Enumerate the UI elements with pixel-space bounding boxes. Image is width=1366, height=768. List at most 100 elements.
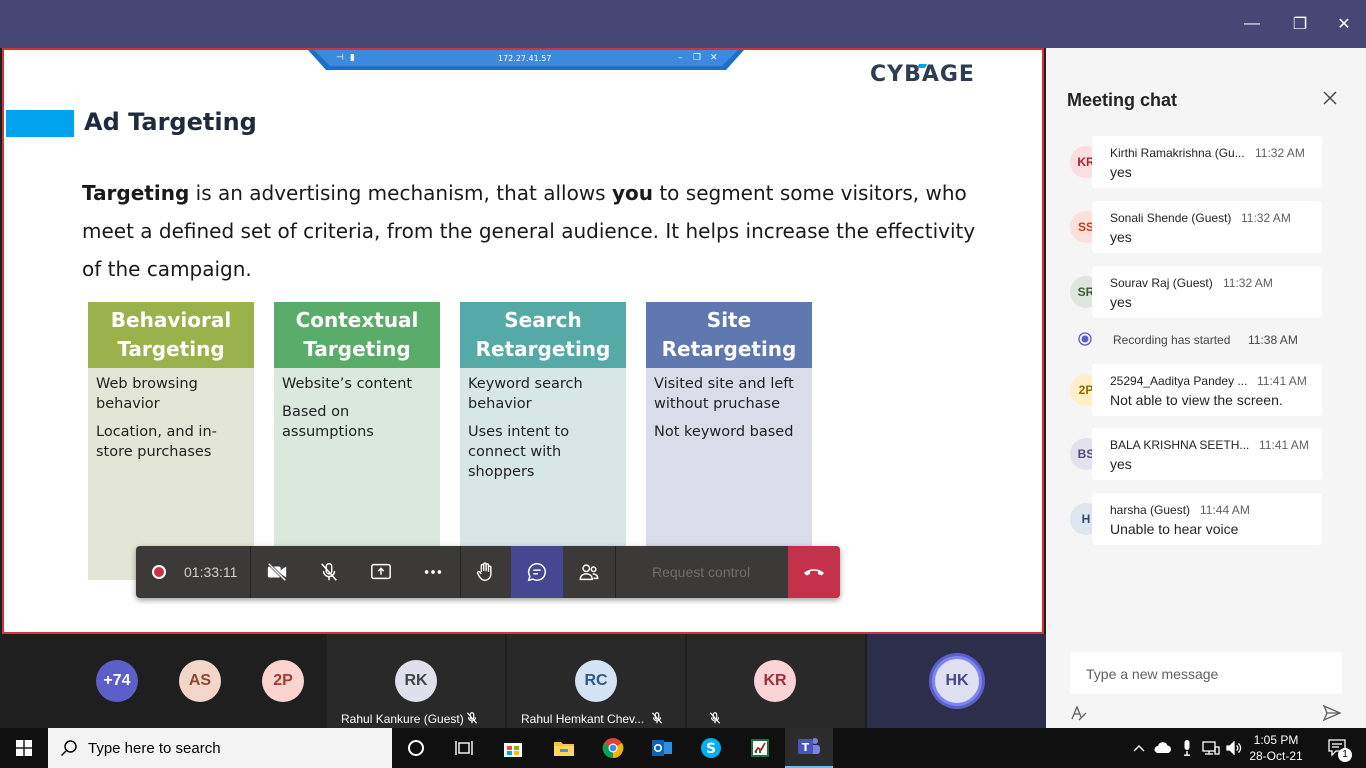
chat-message[interactable]: BALA KRISHNA SEETH... 11:41 AM yes [1092,428,1322,480]
clock-date: 28-Oct-21 [1249,749,1303,763]
self-tile[interactable]: HK [867,634,1046,728]
taskbar-clock[interactable]: 1:05 PM 28-Oct-21 [1244,732,1308,764]
onedrive-tray[interactable] [1152,728,1174,768]
participant-tile[interactable]: RC Rahul Hemkant Chev... [507,634,685,728]
task-view-button[interactable] [440,728,488,768]
shared-screen: ⊣ ▮ 172.27.41.57 – ❐ ✕ CYBAGE Ad Targeti… [2,48,1044,634]
participant-strip: +74 AS 2P RK Rahul Kankure (Guest) RC Ra… [0,634,1046,728]
message-text: yes [1110,164,1132,180]
card-body: Keyword search behavior Uses intent to c… [460,368,626,580]
card-point: Keyword search behavior [468,376,583,412]
remote-close-icon[interactable]: ✕ [710,53,718,63]
notification-icon [1328,739,1346,757]
close-window-button[interactable]: ✕ [1322,0,1366,48]
mic-off-icon [709,712,721,724]
message-time: 11:32 AM [1223,276,1273,290]
volume-icon [1226,741,1242,755]
chat-icon [527,563,546,582]
store-icon [504,743,522,757]
message-sender: BALA KRISHNA SEETH... [1110,438,1250,452]
chat-message[interactable]: Kirthi Ramakrishna (Gu... 11:32 AM yes [1092,136,1322,188]
chrome-icon [602,738,624,759]
search-input[interactable] [88,728,388,768]
microphone-tray[interactable] [1178,728,1196,768]
card-contextual: Contextual Targeting Website’s content B… [274,302,440,580]
avatar[interactable]: AS [179,660,221,702]
card-search: Search Retargeting Keyword search behavi… [460,302,626,580]
card-point: Visited site and left without pruchase [654,376,794,412]
avatar-initials: RC [584,672,608,689]
close-icon: ✕ [1337,16,1351,33]
avatar-initials: KR [763,672,787,689]
close-chat-icon[interactable] [1320,88,1340,108]
system-event-time: 11:38 AM [1248,333,1298,347]
volume-tray[interactable] [1224,728,1244,768]
teams-app[interactable]: T [785,728,833,768]
message-time: 11:41 AM [1259,438,1309,452]
card-point: Not keyword based [654,424,794,440]
mic-toggle-button[interactable] [303,546,355,598]
slide-body: Targeting is an advertising mechanism, t… [82,174,992,288]
outlook-app[interactable] [638,728,686,768]
skype-app[interactable]: S [687,728,735,768]
camera-toggle-button[interactable] [251,546,303,598]
raise-hand-icon [476,562,492,581]
recording-icon [152,565,166,579]
card-title: Search Retargeting [460,302,626,368]
taskbar-search[interactable] [48,728,392,768]
send-icon[interactable] [1322,704,1342,722]
hang-up-button[interactable] [788,546,840,598]
request-control-button[interactable]: Request control [652,564,751,580]
avatar[interactable]: 2P [262,660,304,702]
card-title: Site Retargeting [646,302,812,368]
participant-tile[interactable]: RK Rahul Kankure (Guest) [327,634,505,728]
remote-restore-icon[interactable]: ❐ [693,53,702,63]
pin-icon[interactable]: ⊣ [336,53,344,63]
maximize-button[interactable]: ❐ [1278,0,1322,48]
file-explorer-app[interactable] [540,728,588,768]
message-time: 11:32 AM [1255,146,1305,160]
excel-icon [751,739,769,757]
participants-button[interactable] [563,546,615,598]
remote-session-bar[interactable]: ⊣ ▮ 172.27.41.57 – ❐ ✕ [308,50,744,70]
chat-message[interactable]: Sourav Raj (Guest) 11:32 AM yes [1092,266,1322,318]
recording-icon [1078,332,1092,346]
windows-taskbar: S T 1:05 PM 28-Oct-21 1 [0,728,1366,768]
show-hidden-icons[interactable] [1130,728,1148,768]
message-text: yes [1110,294,1132,310]
mic-off-icon [651,712,663,724]
avatar-initials: 2P [273,672,293,689]
windows-logo-icon [16,740,32,756]
raise-hand-button[interactable] [459,546,511,598]
store-app[interactable] [489,728,537,768]
chrome-app[interactable] [589,728,637,768]
remote-minimize-icon[interactable]: – [678,53,683,63]
chat-button[interactable] [511,546,563,598]
card-point: Based on assumptions [282,404,374,440]
minimize-button[interactable]: — [1230,0,1274,48]
divider [615,546,616,598]
avatar: HK [932,656,982,706]
svg-text:T: T [802,741,810,754]
format-icon[interactable] [1070,704,1088,722]
more-actions-button[interactable] [407,546,459,598]
card-behavioral: Behavioral Targeting Web browsing behavi… [88,302,254,580]
excel-app[interactable] [736,728,784,768]
cortana-button[interactable] [392,728,440,768]
participant-tile[interactable]: KR [687,634,865,728]
cloud-icon [1154,742,1171,753]
chevron-up-icon [1133,745,1145,752]
chat-message[interactable]: harsha (Guest) 11:44 AM Unable to hear voi… [1092,493,1322,545]
share-screen-button[interactable] [355,546,407,598]
avatar-initials: RK [404,672,428,689]
start-button[interactable] [0,728,48,768]
compose-box[interactable] [1070,652,1342,696]
clock-time: 1:05 PM [1253,733,1299,747]
chat-message[interactable]: Sonali Shende (Guest) 11:32 AM yes [1092,201,1322,253]
message-input[interactable] [1070,652,1342,696]
overflow-participants[interactable]: +74 [96,660,138,702]
network-tray[interactable] [1200,728,1222,768]
notifications-button[interactable]: 1 [1318,728,1358,768]
chat-message[interactable]: 25294_Aaditya Pandey ... 11:41 AM Not able… [1092,364,1322,416]
slide-title: Ad Targeting [84,108,257,136]
